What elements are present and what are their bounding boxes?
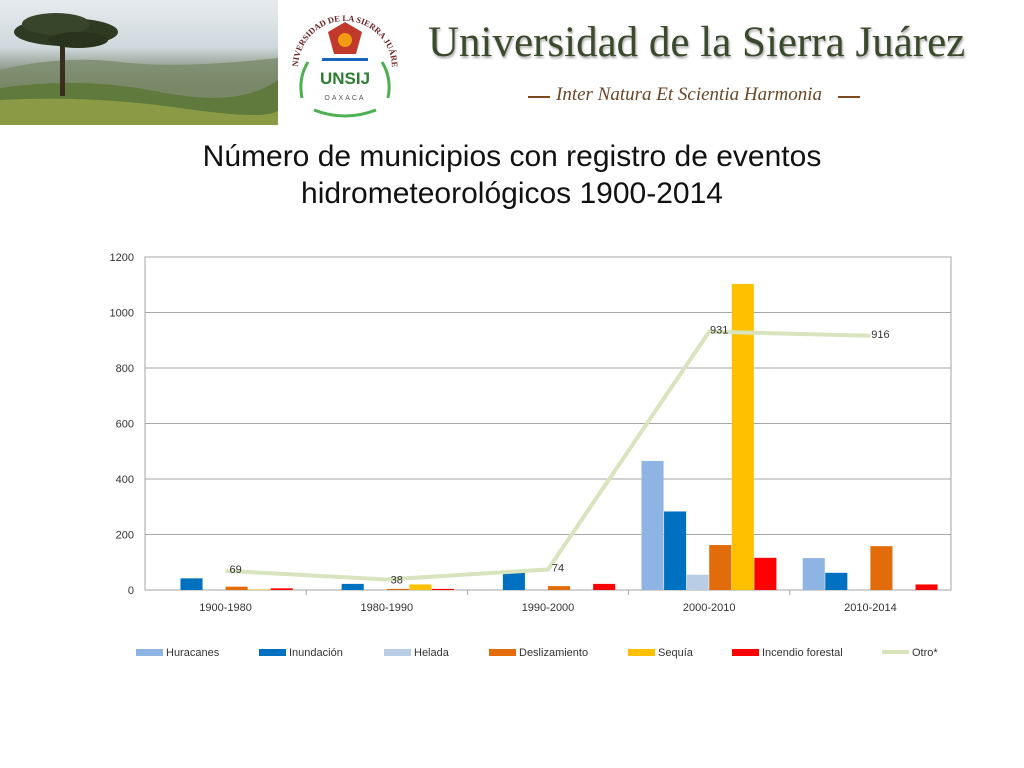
bar-deslizamiento (225, 586, 248, 590)
motto-divider-left (528, 96, 550, 98)
data-label-otro: 74 (552, 562, 564, 574)
legend-label: Deslizamiento (519, 647, 588, 659)
x-tick-label: 2010-2014 (844, 602, 897, 614)
legend-label: Incendio forestal (762, 647, 843, 659)
data-label-otro: 916 (871, 329, 889, 341)
chart-title: Número de municipios con registro de eve… (0, 138, 1024, 212)
bar-inundaci-n (664, 511, 687, 590)
x-tick-label: 1980-1990 (360, 602, 413, 614)
bar-inundaci-n (341, 583, 364, 590)
university-motto: Inter Natura Et Scientia Harmonia (556, 84, 822, 105)
y-tick-label: 600 (116, 419, 134, 431)
legend-swatch (384, 649, 411, 656)
motto-divider-right (838, 96, 860, 98)
bar-deslizamiento (386, 588, 409, 590)
chart-title-line-1: Número de municipios con registro de eve… (202, 140, 822, 173)
legend-swatch (489, 649, 516, 656)
legend-label: Helada (414, 647, 450, 659)
university-name: Universidad de la Sierra Juárez (428, 19, 966, 66)
y-tick-label: 200 (116, 530, 134, 542)
bar-inundaci-n (180, 578, 203, 590)
university-seal: UNIVERSIDAD DE LA SIERRA JUÁREZ UNSIJ OA… (284, 2, 402, 121)
bar-incendio-forestal (270, 588, 293, 590)
landscape-illustration (0, 13, 278, 125)
y-tick-label: 1000 (110, 308, 134, 320)
slide-header: UNIVERSIDAD DE LA SIERRA JUÁREZ UNSIJ OA… (0, 0, 1024, 125)
y-tick-label: 800 (116, 363, 134, 375)
seal-acronym: UNSIJ (320, 69, 370, 88)
legend-label: Otro* (912, 647, 938, 659)
legend-swatch (732, 649, 759, 656)
bar-incendio-forestal (754, 557, 777, 590)
chart-title-line-2: hidrometeorológicos 1900-2014 (301, 177, 723, 210)
line-series-otro (225, 329, 871, 582)
data-label-otro: 931 (710, 325, 728, 337)
legend-label: Inundación (289, 647, 343, 659)
bar-deslizamiento (709, 545, 732, 590)
legend-swatch (259, 649, 286, 656)
y-tick-label: 1200 (110, 252, 134, 264)
bar-sequ-a (409, 584, 432, 590)
bar-inundaci-n (502, 572, 525, 590)
data-label-otro: 69 (229, 564, 241, 576)
events-chart: 0 200 400 600 800 1000 1200 1900-1980 1980-1990 1… (110, 252, 952, 659)
legend-label: Huracanes (166, 647, 220, 659)
bar-helada (686, 574, 709, 590)
landscape-photo (0, 0, 278, 125)
x-tick-label: 1900-1980 (199, 602, 252, 614)
seal-state: OAXACA (324, 95, 365, 102)
bar-inundaci-n (825, 572, 848, 590)
bar-deslizamiento (548, 586, 571, 590)
data-label-otro: 38 (391, 574, 403, 586)
bar-huracanes (802, 558, 825, 590)
bar-sequ-a (731, 283, 754, 590)
legend-label: Sequía (658, 647, 694, 659)
y-tick-label: 0 (128, 585, 134, 597)
bar-incendio-forestal (593, 583, 616, 590)
x-tick-label: 1990-2000 (522, 602, 575, 614)
bar-sequ-a (248, 589, 271, 590)
legend-swatch (136, 649, 163, 656)
bar-deslizamiento (870, 546, 893, 590)
bar-incendio-forestal (915, 584, 938, 590)
bar-incendio-forestal (431, 588, 455, 590)
bar-huracanes (641, 460, 664, 590)
legend-swatch (628, 649, 655, 656)
y-tick-label: 400 (116, 474, 134, 486)
x-tick-label: 2000-2010 (683, 602, 736, 614)
